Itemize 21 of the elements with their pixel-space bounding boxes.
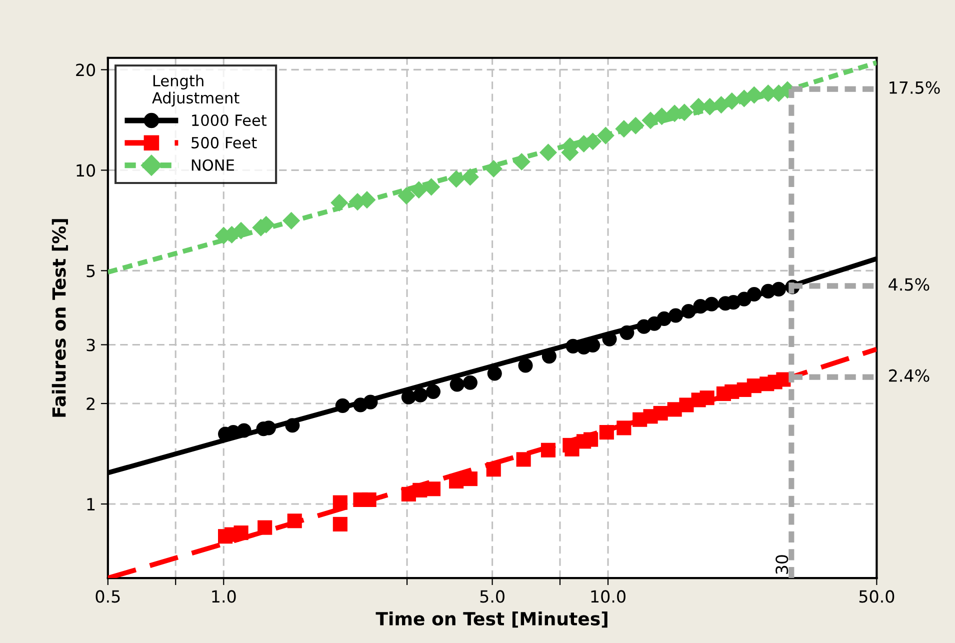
y-tick-label: 3 (86, 338, 95, 352)
y-axis-title: Failures on Test [%] (52, 219, 68, 417)
x-tick-label: 1.0 (212, 590, 236, 603)
x-tick-label: 5.0 (480, 590, 504, 603)
y-tick-label: 2 (86, 397, 94, 410)
x-axis-title: Time on Test [Minutes] (376, 612, 608, 628)
y-tick-label: 5 (86, 264, 95, 278)
legend-label: 500 Feet (192, 136, 257, 148)
legend-label: 1000 Feet (192, 114, 267, 126)
y-tick-label: 20 (76, 64, 95, 76)
legend-title: Length Adjustment (152, 74, 240, 107)
ref-line-label: 4.5% (888, 278, 930, 291)
x-tick-label: 10.0 (591, 590, 626, 603)
y-tick-label: 1 (87, 498, 95, 510)
x-tick-label: 50.0 (859, 590, 894, 603)
x-tick-label: 0.5 (96, 590, 120, 603)
ref-line-label: 30 (776, 555, 788, 574)
y-tick-label: 10 (76, 164, 95, 177)
ref-line-label: 2.4% (889, 369, 930, 382)
legend-label: NONE (192, 159, 234, 171)
ref-line-label: 17.5% (890, 81, 940, 94)
